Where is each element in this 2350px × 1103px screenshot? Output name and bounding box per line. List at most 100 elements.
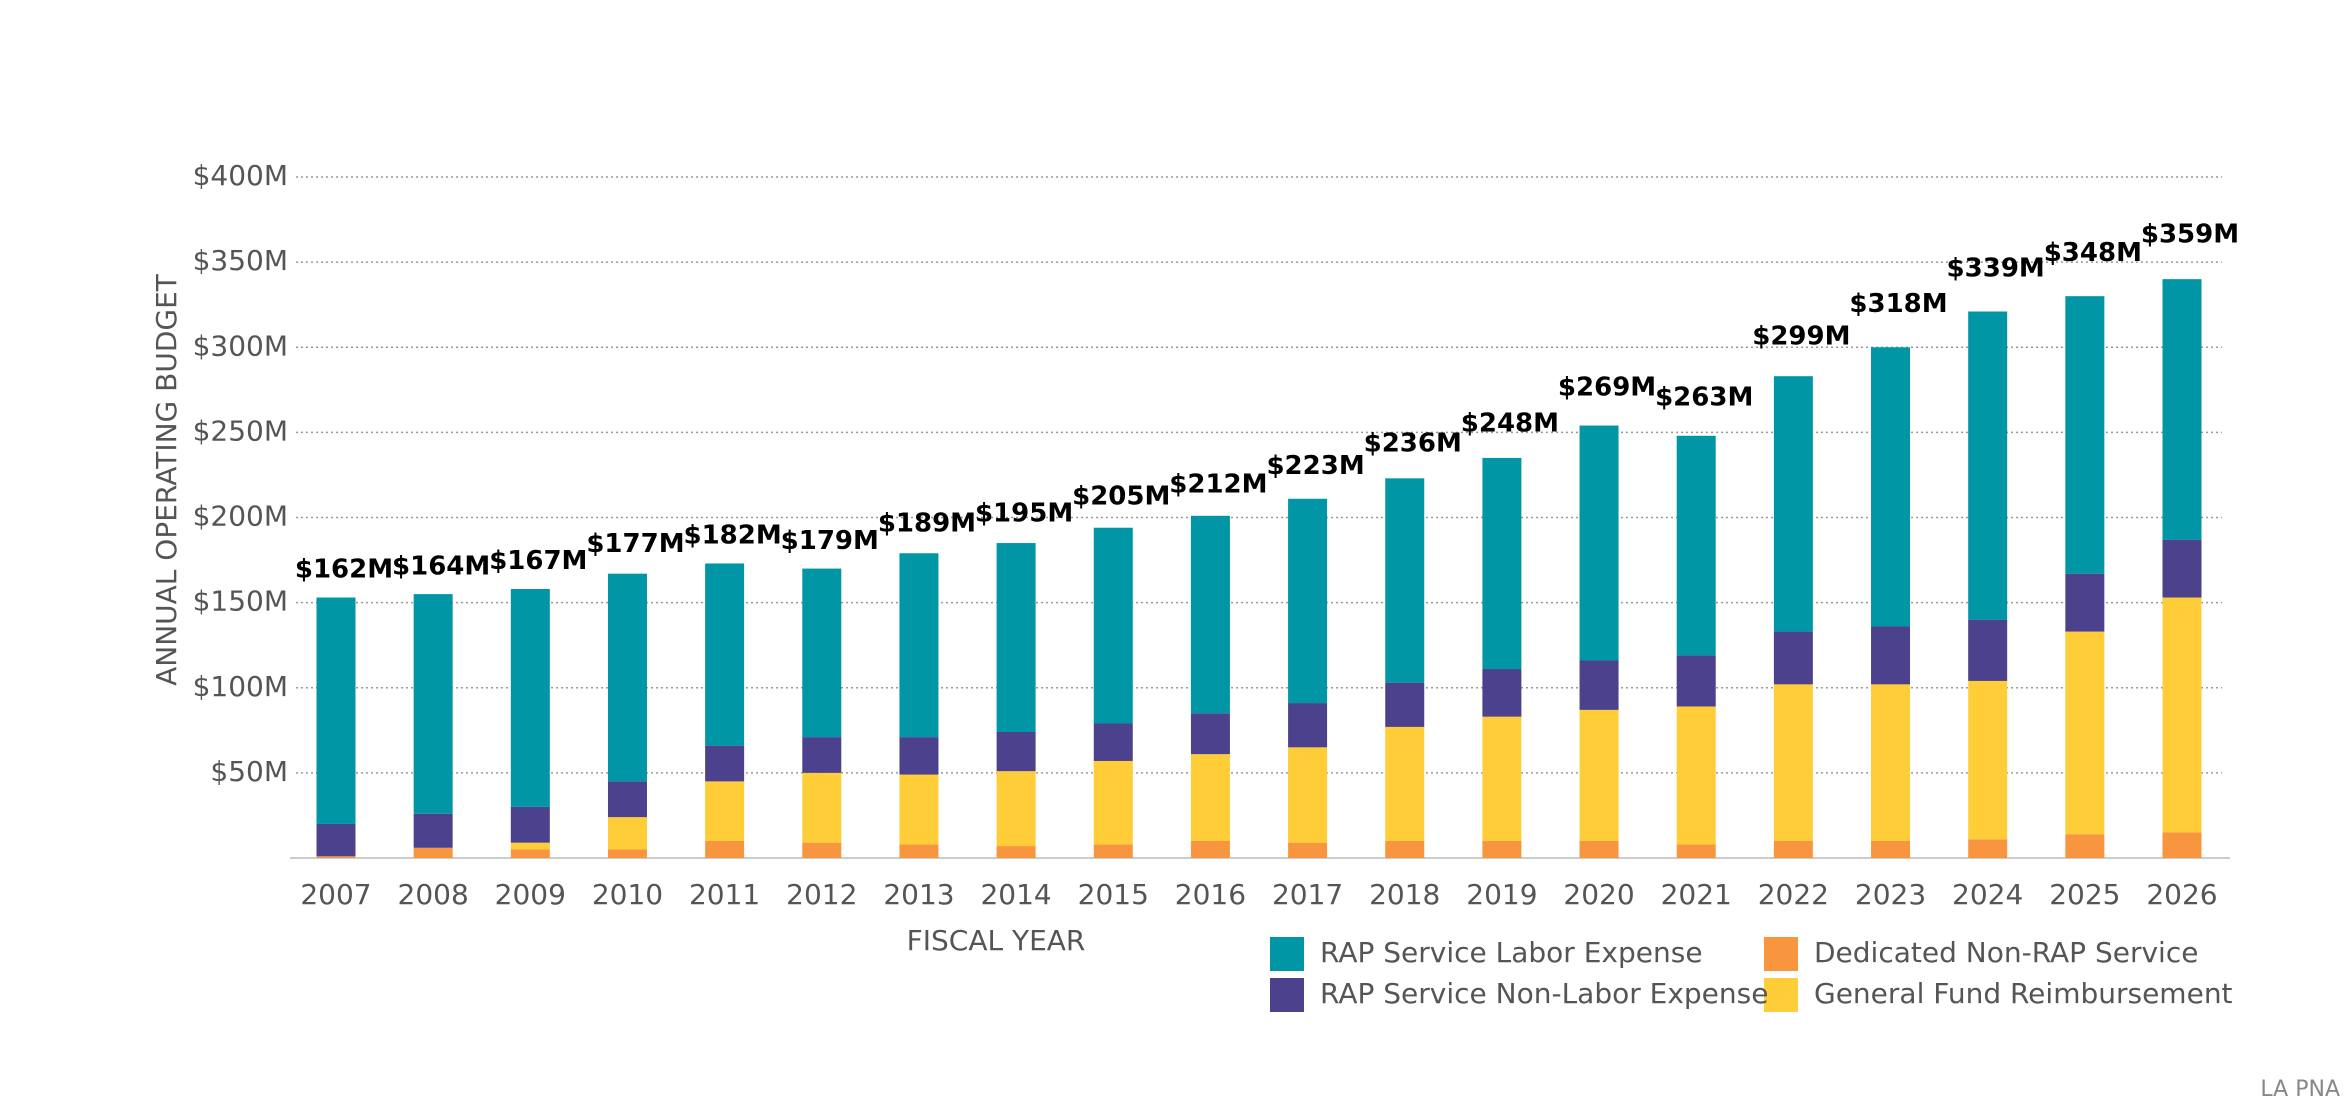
bar-segment [2162, 539, 2202, 598]
bar-segment [316, 597, 356, 824]
bar-segment [899, 553, 939, 738]
total-label: $339M [1947, 253, 2045, 283]
total-label: $177M [586, 529, 684, 559]
bar-segment [1773, 376, 1813, 632]
bar-segment [510, 806, 550, 843]
bar-segment [1288, 703, 1328, 748]
bar-segment [1968, 311, 2008, 620]
bar-segment [1968, 619, 2008, 681]
total-label: $299M [1752, 321, 1850, 351]
x-tick-label: 2020 [1563, 878, 1634, 911]
y-tick-label: $200M [193, 500, 288, 533]
bar-segment [899, 774, 939, 845]
bar-segment [1093, 723, 1133, 761]
total-label: $195M [975, 499, 1073, 529]
bar-segment [1579, 660, 1619, 710]
total-label: $269M [1558, 373, 1656, 403]
bar-segment [1871, 347, 1911, 627]
bar-segment [1385, 478, 1425, 683]
total-label: $179M [781, 526, 879, 556]
y-tick-label: $350M [193, 244, 288, 277]
legend-label: RAP Service Non-Labor Expense [1320, 977, 1768, 1010]
x-tick-label: 2014 [980, 878, 1051, 911]
bar-segment [2065, 296, 2105, 574]
x-tick-label: 2021 [1661, 878, 1732, 911]
total-label: $205M [1072, 481, 1170, 511]
bar-segment [1093, 844, 1133, 858]
bar-segment [1579, 709, 1619, 841]
x-tick-label: 2015 [1078, 878, 1149, 911]
bar-segment [1482, 457, 1522, 670]
bar-segment [1773, 840, 1813, 858]
bar-segment [996, 543, 1036, 733]
total-label: $248M [1461, 408, 1559, 438]
y-axis-title: ANNUAL OPERATING BUDGET [150, 273, 183, 686]
bar-segment [1288, 747, 1328, 843]
total-label: $223M [1266, 451, 1364, 481]
bar-segment [413, 847, 453, 858]
bar-segment [802, 568, 842, 738]
bar-segment [316, 856, 356, 858]
bar-segment [1288, 498, 1328, 704]
x-tick-label: 2017 [1272, 878, 1343, 911]
source: LA PNA [2260, 1077, 2340, 1102]
y-tick-label: $300M [193, 329, 288, 362]
bar-segment [996, 846, 1036, 858]
bar-segment [1093, 527, 1133, 724]
x-tick-label: 2009 [495, 878, 566, 911]
total-label: $167M [489, 546, 587, 576]
bar-segment [899, 844, 939, 858]
y-tick-label: $50M [210, 755, 288, 788]
total-label: $318M [1849, 289, 1947, 319]
bar-segment [413, 813, 453, 848]
bar-segment [996, 732, 1036, 772]
x-tick-label: 2024 [1952, 878, 2023, 911]
bar-segment [705, 563, 745, 746]
total-label: $182M [684, 521, 782, 551]
x-tick-label: 2012 [786, 878, 857, 911]
total-label: $162M [295, 555, 393, 585]
bar-segment [510, 842, 550, 850]
bar-segment [2162, 597, 2202, 833]
legend-label: Dedicated Non-RAP Service [1814, 936, 2198, 969]
bar-segment [1773, 631, 1813, 685]
legend-swatch [1270, 978, 1304, 1012]
bar-segment [2162, 832, 2202, 858]
legend-label: RAP Service Labor Expense [1320, 936, 1703, 969]
legend-swatch [1764, 937, 1798, 971]
y-tick-label: $250M [193, 414, 288, 447]
bar-segment [1676, 435, 1716, 656]
bar-segment [2065, 834, 2105, 858]
legend-label: General Fund Reimbursement [1814, 977, 2233, 1010]
x-axis-title: FISCAL YEAR [907, 924, 1086, 957]
bar-segment [1579, 425, 1619, 661]
total-label: $236M [1364, 429, 1462, 459]
bar-segment [705, 781, 745, 841]
bar-segment [1190, 515, 1230, 714]
x-tick-label: 2019 [1466, 878, 1537, 911]
bar-segment [2065, 631, 2105, 835]
bar-segment [1968, 839, 2008, 858]
bar-segment [607, 781, 647, 818]
bar-segment [1190, 713, 1230, 755]
y-tick-label: $400M [193, 159, 288, 192]
x-tick-label: 2013 [883, 878, 954, 911]
bar-segment [899, 737, 939, 775]
x-tick-label: 2023 [1855, 878, 1926, 911]
bar-segment [607, 573, 647, 782]
bar-segment [802, 842, 842, 858]
bar-segment [1288, 842, 1328, 858]
total-label: $263M [1655, 383, 1753, 413]
bar-segment [1871, 684, 1911, 841]
x-tick-label: 2010 [592, 878, 663, 911]
x-tick-label: 2022 [1758, 878, 1829, 911]
x-tick-label: 2007 [300, 878, 371, 911]
bar-segment [1676, 655, 1716, 707]
total-label: $189M [878, 509, 976, 539]
bar-segment [1482, 840, 1522, 858]
y-tick-label: $100M [193, 670, 288, 703]
bar-segment [1482, 669, 1522, 717]
bar-segment [1093, 760, 1133, 845]
bar-segment [1385, 726, 1425, 841]
